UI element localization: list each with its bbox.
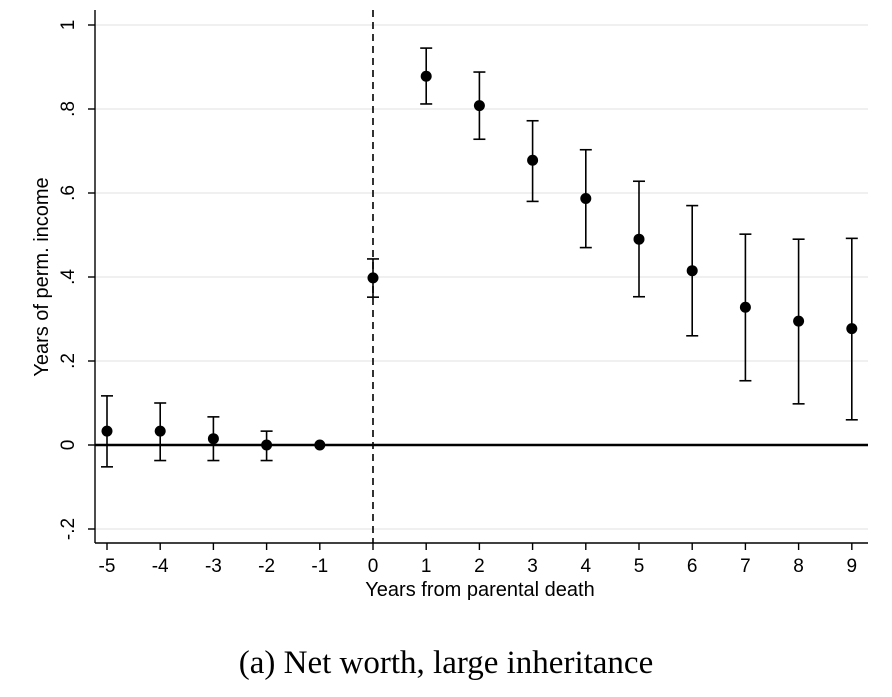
data-point	[207, 433, 219, 445]
x-tick-label: 4	[581, 556, 592, 577]
data-point	[686, 265, 698, 277]
x-tick-label: -4	[152, 556, 169, 577]
data-point	[793, 315, 805, 327]
data-point	[314, 439, 326, 451]
data-point	[580, 192, 592, 204]
x-tick-label: 8	[793, 556, 804, 577]
data-point	[101, 425, 113, 437]
data-point	[846, 323, 858, 335]
data-point	[739, 301, 751, 313]
y-tick-label: 0	[58, 440, 79, 451]
y-tick-label: .6	[58, 185, 79, 201]
x-tick-label: 0	[368, 556, 379, 577]
figure-caption: (a) Net worth, large inheritance	[238, 645, 654, 681]
data-point	[367, 272, 379, 284]
x-tick-label: 1	[421, 556, 432, 577]
data-point	[633, 233, 645, 245]
data-point	[154, 425, 166, 437]
y-tick-label: .2	[58, 353, 79, 369]
axes: -.2 0 .2 .4 .6 .8 1 -5 -4 -3 -2 -1 0 1 2 3 4 5 6 7 8 9	[58, 10, 868, 577]
x-tick-label: 2	[474, 556, 485, 577]
y-tick-label: .4	[58, 269, 79, 285]
y-tick-label: -.2	[58, 518, 79, 540]
x-tick-label: 3	[527, 556, 538, 577]
data-point	[420, 70, 432, 82]
x-tick-label: -3	[205, 556, 222, 577]
x-axis-label: Years from parental death	[365, 579, 594, 601]
x-tick-label: 7	[740, 556, 751, 577]
y-tick-label: 1	[58, 20, 79, 31]
x-tick-label: 6	[687, 556, 698, 577]
data-points	[101, 47, 858, 468]
y-tick-label: .8	[58, 101, 79, 117]
x-tick-label: -5	[99, 556, 116, 577]
x-tick-label: -1	[311, 556, 328, 577]
data-point	[261, 439, 273, 451]
x-tick-label: 9	[847, 556, 858, 577]
x-tick-label: 5	[634, 556, 645, 577]
x-tick-label: -2	[258, 556, 275, 577]
chart: -.2 0 .2 .4 .6 .8 1 -5 -4 -3 -2 -1 0 1 2 3 4 5 6 7 8 9 Years …	[31, 10, 868, 601]
data-point	[473, 100, 485, 112]
y-axis-label: Years of perm. income	[31, 177, 53, 376]
data-point	[527, 154, 539, 166]
